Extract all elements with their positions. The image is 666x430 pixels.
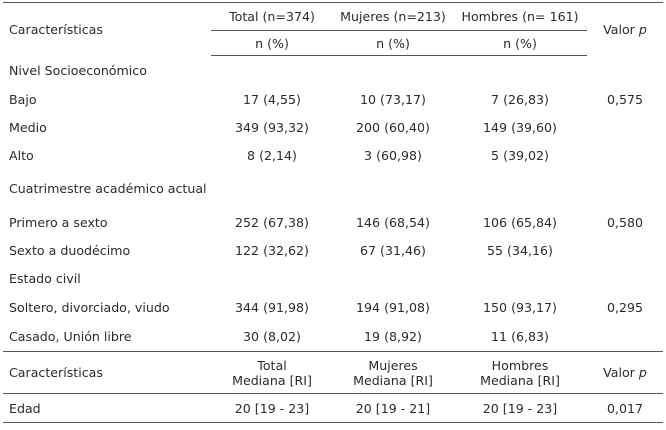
characteristics-table: Características Total (n=374) Mujeres (n…: [3, 2, 663, 423]
section-title: Nivel Socioeconómico: [9, 63, 147, 79]
row-label: Casado, Unión libre: [3, 322, 211, 352]
cell-p: 0,575: [606, 91, 644, 107]
header2-mujeres-line2: Mediana [RI]: [353, 372, 433, 388]
cell-p: 0,017: [587, 393, 663, 423]
table-row: Edad 20 [19 - 23] 20 [19 - 21] 20 [19 - …: [3, 393, 663, 423]
cell-p: [587, 322, 663, 352]
header-caracteristicas: Características: [3, 2, 211, 56]
table-row: Primero a sexto 252 (67,38) 146 (68,54) …: [3, 208, 663, 237]
header-valor-p: Valor p: [587, 2, 663, 56]
cell-mujeres: 146 (68,54): [356, 214, 430, 230]
cell-hombres: 20 [19 - 23]: [453, 393, 587, 423]
cell-mujeres: 10 (73,17): [360, 91, 426, 107]
cell-total: 349 (93,32): [235, 119, 309, 135]
cell-mujeres: 200 (60,40): [356, 119, 430, 135]
table-row: Bajo 17 (4,55) 10 (73,17) 7 (26,83) 0,57…: [3, 86, 663, 113]
header2-valor-p: Valor p: [587, 351, 663, 394]
table-row: Casado, Unión libre 30 (8,02) 19 (8,92) …: [3, 322, 663, 352]
table-row: Medio 349 (93,32) 200 (60,40) 149 (39,60…: [3, 113, 663, 142]
sub-hombres: n (%): [453, 30, 587, 56]
sub-mujeres: n (%): [333, 30, 453, 56]
cell-total: 17 (4,55): [243, 91, 301, 107]
section-title-row: Nivel Socioeconómico: [3, 56, 663, 86]
cell-total: 122 (32,62): [235, 243, 309, 258]
cell-total: 252 (67,38): [235, 214, 309, 230]
table-row: Soltero, divorciado, viudo 344 (91,98) 1…: [3, 293, 663, 323]
header-valor-p-word: Valor: [603, 21, 635, 37]
cell-hombres: 7 (26,83): [491, 91, 549, 107]
cell-hombres: 55 (34,16): [487, 243, 553, 258]
cell-mujeres: 20 [19 - 21]: [333, 393, 453, 423]
header2-total-line1: Total: [257, 357, 287, 373]
cell-hombres: 106 (65,84): [483, 214, 557, 230]
cell-mujeres: 67 (31,46): [360, 243, 426, 258]
section-title: Cuatrimestre académico actual: [9, 180, 207, 196]
header2-mujeres: Mujeres Mediana [RI]: [333, 351, 453, 394]
cell-p: [587, 237, 663, 265]
table-row: Alto 8 (2,14) 3 (60,98) 5 (39,02): [3, 142, 663, 170]
sub-total: n (%): [211, 30, 333, 56]
section-title-row: Estado civil: [3, 265, 663, 293]
section-title: Estado civil: [9, 271, 81, 286]
header-subrow: n (%) n (%) n (%): [3, 30, 663, 56]
cell-mujeres: 194 (91,08): [356, 300, 430, 315]
header2-hombres-line1: Hombres: [491, 357, 549, 373]
cell-p: 0,580: [606, 214, 644, 230]
cell-hombres: 5 (39,02): [491, 148, 549, 163]
cell-mujeres: 19 (8,92): [333, 322, 453, 352]
header2-valor-p-word: Valor: [603, 365, 635, 380]
cell-mujeres: 3 (60,98): [364, 148, 422, 163]
row-label: Alto: [9, 148, 34, 163]
row-label: Soltero, divorciado, viudo: [9, 300, 170, 315]
section-title-row: Cuatrimestre académico actual: [3, 170, 663, 208]
cell-total: 20 [19 - 23]: [211, 393, 333, 423]
header2-caracteristicas: Características: [3, 351, 211, 394]
cell-total: 30 (8,02): [211, 322, 333, 352]
cell-hombres: 149 (39,60): [483, 119, 557, 135]
cell-p: [587, 113, 663, 142]
header2-hombres: Hombres Mediana [RI]: [453, 351, 587, 394]
header2-hombres-line2: Mediana [RI]: [480, 372, 560, 388]
header-row: Características Total (n=374) Mujeres (n…: [3, 2, 663, 56]
header-valor-p-letter: p: [638, 21, 647, 37]
cell-hombres: 150 (93,17): [483, 300, 557, 315]
row-label: Sexto a duodécimo: [9, 243, 131, 258]
header-mujeres: Mujeres (n=213): [333, 2, 453, 31]
header2-total-line2: Mediana [RI]: [232, 372, 312, 388]
cell-total: 344 (91,98): [235, 300, 309, 315]
cell-hombres: 11 (6,83): [453, 322, 587, 352]
header2-total: Total Mediana [RI]: [211, 351, 333, 394]
cell-p: 0,295: [606, 300, 644, 315]
table-row: Sexto a duodécimo 122 (32,62) 67 (31,46)…: [3, 237, 663, 265]
cell-p: [587, 142, 663, 170]
header2-valor-p-letter: p: [638, 365, 647, 380]
row-label: Primero a sexto: [9, 214, 108, 230]
row-label: Edad: [3, 393, 211, 423]
row-label: Bajo: [9, 91, 37, 107]
header2-row: Características Total Mediana [RI] Mujere…: [3, 351, 663, 394]
header2-mujeres-line1: Mujeres: [368, 357, 418, 373]
header-total: Total (n=374): [211, 2, 333, 31]
cell-total: 8 (2,14): [247, 148, 297, 163]
header-hombres: Hombres (n= 161): [453, 2, 587, 31]
row-label: Medio: [9, 119, 47, 135]
